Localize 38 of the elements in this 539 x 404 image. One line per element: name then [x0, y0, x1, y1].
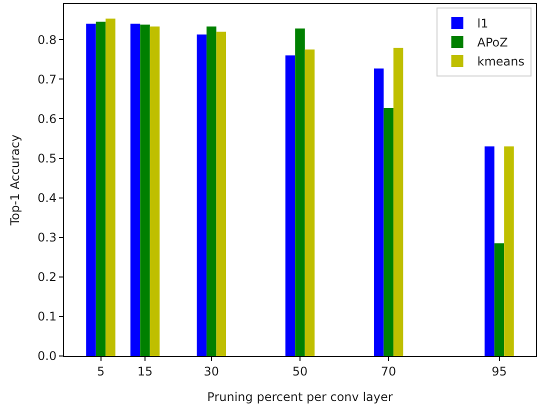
x-tick-label: 5	[96, 364, 105, 378]
bar	[494, 243, 504, 356]
y-tick-label: 0.8	[38, 32, 57, 47]
bar	[106, 18, 116, 356]
bar	[374, 68, 384, 356]
x-tick-label: 70	[380, 364, 396, 378]
y-tick-label: 0.0	[38, 349, 57, 364]
y-tick-label: 0.3	[38, 230, 57, 245]
bar	[86, 24, 96, 356]
x-tick-label: 95	[492, 364, 507, 378]
y-tick-label: 0.5	[38, 151, 57, 166]
x-tick-label: 50	[292, 364, 308, 378]
bar	[150, 26, 160, 356]
bar	[285, 55, 296, 356]
bar	[196, 34, 207, 356]
bar	[140, 24, 150, 356]
x-tick-label: 30	[204, 364, 220, 378]
bar	[96, 22, 106, 356]
y-tick-label: 0.1	[38, 310, 57, 324]
x-axis-title: Pruning percent per conv layer	[207, 390, 393, 404]
bar	[504, 146, 514, 356]
bar	[295, 28, 305, 356]
y-tick-label: 0.7	[38, 72, 57, 86]
bar	[216, 32, 226, 356]
legend-label: l1	[477, 16, 488, 31]
bar	[304, 49, 315, 356]
legend-label: APoZ	[477, 36, 508, 50]
bar	[393, 48, 404, 356]
bar	[384, 108, 394, 356]
bar	[206, 26, 216, 356]
y-tick-label: 0.6	[38, 112, 57, 126]
y-tick-label: 0.4	[38, 191, 57, 205]
x-tick-label: 15	[137, 364, 153, 378]
y-tick-label: 0.2	[38, 270, 57, 284]
legend-label: kmeans	[477, 54, 525, 69]
bar	[484, 146, 494, 356]
y-axis-title: Top-1 Accuracy	[8, 134, 22, 226]
bar	[130, 24, 140, 356]
